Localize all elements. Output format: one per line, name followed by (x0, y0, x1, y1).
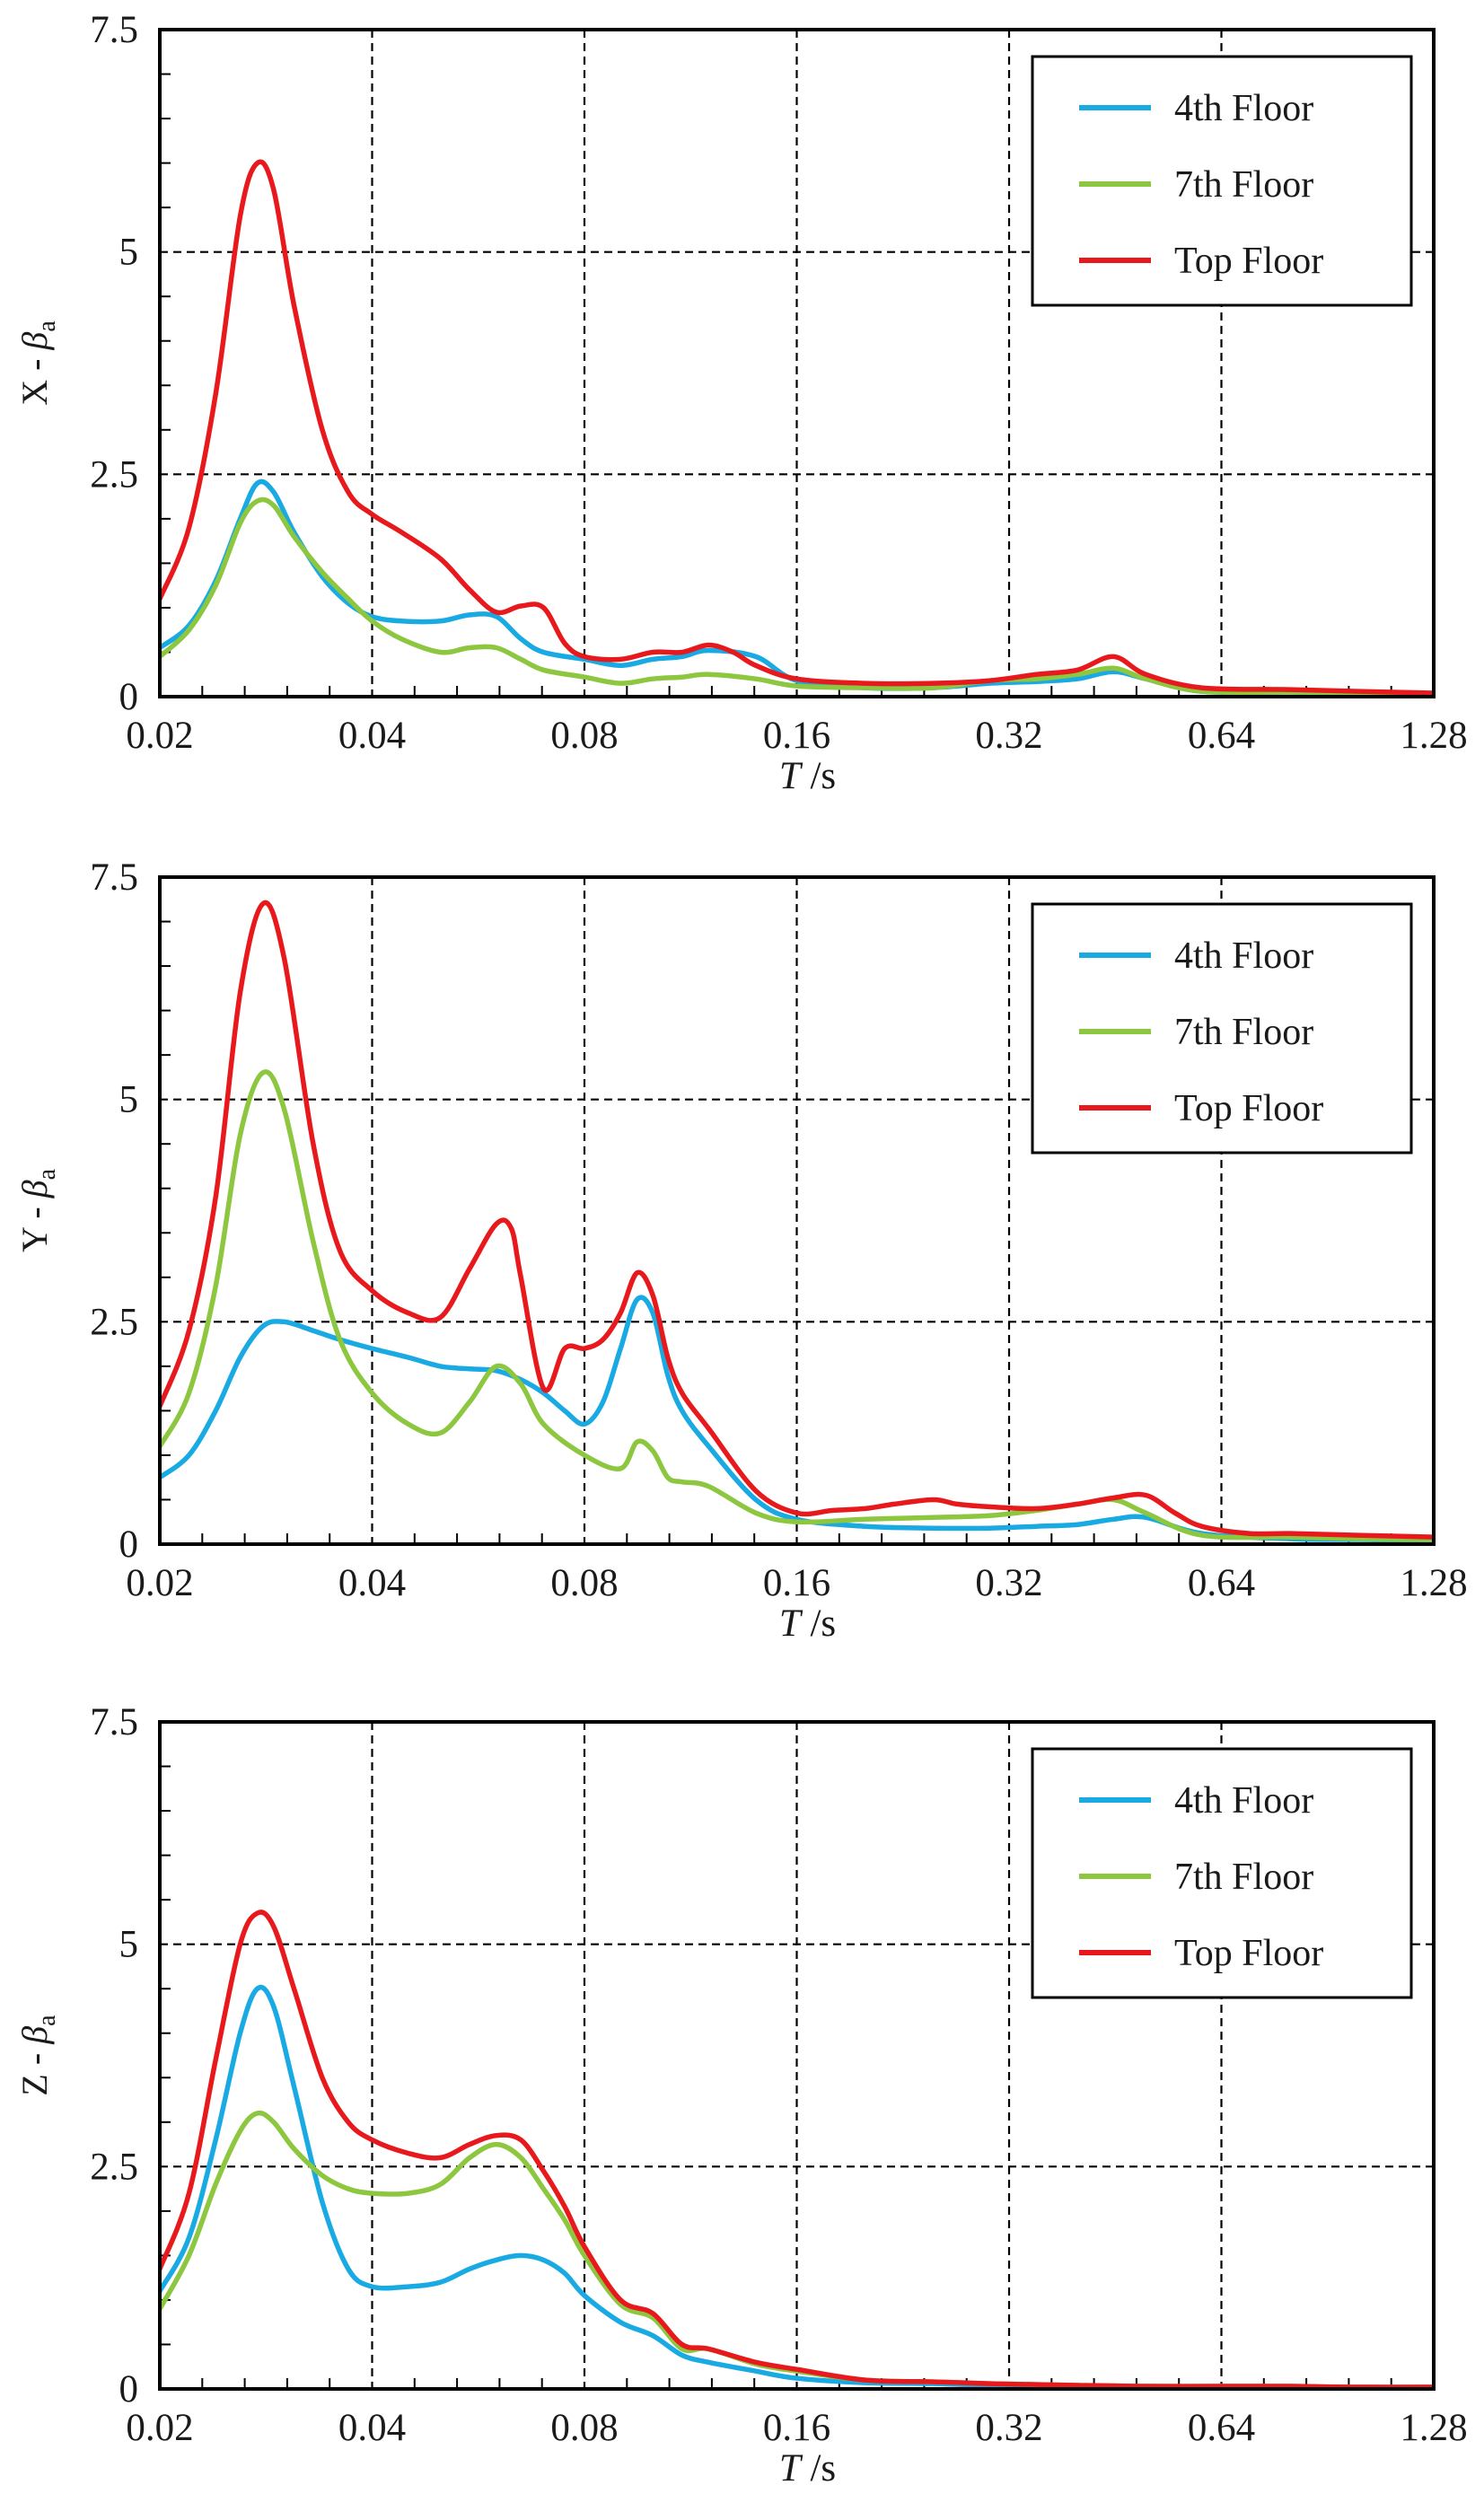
x-tick-label: 1.28 (1400, 2407, 1467, 2449)
x-tick-label: 0.64 (1188, 2407, 1255, 2449)
series-line-7th-floor (160, 496, 1434, 697)
x-tick-label: 0.02 (126, 1562, 193, 1604)
series-group (160, 900, 1434, 1543)
x-tick-label: 0.08 (550, 715, 618, 757)
y-tick-label: 7.5 (90, 9, 138, 51)
x-tick-label: 0.16 (763, 1562, 830, 1604)
y-tick-label: 7.5 (90, 856, 138, 899)
x-tick-label: 0.64 (1188, 1562, 1255, 1604)
y-tick-label: 7.5 (90, 1701, 138, 1743)
x-tick-label: 0.32 (975, 715, 1042, 757)
x-tick-label: 1.28 (1400, 715, 1467, 757)
x-tick-label: 1.28 (1400, 1562, 1467, 1604)
x-axis-label: T /s (779, 755, 836, 797)
y-axis-label: X - βa (14, 320, 61, 406)
legend-label: 7th Floor (1174, 1857, 1313, 1898)
series-line-4th-floor (160, 479, 1434, 697)
series-group (160, 159, 1434, 697)
y-tick-label: 2.5 (90, 1301, 138, 1343)
legend: 4th Floor 7th Floor Top Floor (1031, 1747, 1413, 1999)
legend-label: 7th Floor (1174, 1012, 1313, 1053)
chart-panel-bottom: 0.02 0.04 0.08 0.16 0.32 0.64 1.28 0 2.5 5 7.5 T /s… (14, 1701, 1468, 2489)
series-line-top-floor (160, 1910, 1434, 2389)
legend: 4th Floor 7th Floor Top Floor (1031, 55, 1413, 307)
x-tick-label: 0.02 (126, 2407, 193, 2449)
y-tick-label: 5 (119, 1079, 139, 1121)
x-tick-label: 0.04 (338, 715, 406, 757)
legend-label: 4th Floor (1174, 1780, 1313, 1822)
y-tick-label: 2.5 (90, 2146, 138, 2188)
y-tick-label: 5 (119, 232, 139, 274)
x-tick-label: 0.64 (1188, 715, 1255, 757)
legend-box (1031, 55, 1413, 307)
x-tick-label: 0.32 (975, 1562, 1042, 1604)
legend-label: Top Floor (1174, 241, 1323, 282)
chart-panel-middle: 0.02 0.04 0.08 0.16 0.32 0.64 1.28 0 2.5 5 7.5 T /s… (14, 856, 1468, 1645)
y-tick-label: 5 (119, 1924, 139, 1966)
plot-frame (158, 28, 1436, 698)
x-tick-label: 0.08 (550, 2407, 618, 2449)
chart-panel-top: 0.02 0.04 0.08 0.16 0.32 0.64 1.28 0 2.5 5 7.5 T /s… (14, 9, 1468, 797)
series-line-top-floor (160, 159, 1434, 696)
x-tick-label: 0.04 (338, 2407, 406, 2449)
legend-label: Top Floor (1174, 1088, 1323, 1129)
x-tick-label: 0.16 (763, 715, 830, 757)
y-tick-label: 0 (119, 1523, 139, 1566)
legend-box (1031, 1747, 1413, 1999)
x-axis-label: T /s (779, 2447, 836, 2489)
legend-label: 7th Floor (1174, 164, 1313, 206)
y-axis-label: Z - βa (14, 2015, 61, 2096)
y-tick-label: 2.5 (90, 453, 138, 496)
series-line-top-floor (160, 900, 1434, 1540)
x-tick-label: 0.16 (763, 2407, 830, 2449)
legend-label: 4th Floor (1174, 935, 1313, 977)
y-tick-label: 0 (119, 676, 139, 718)
x-tick-label: 0.02 (126, 715, 193, 757)
series-group (160, 1910, 1434, 2389)
y-tick-label: 0 (119, 2368, 139, 2410)
y-axis-label: Y - βa (14, 1168, 61, 1252)
plot-frame (158, 1720, 1436, 2391)
series-line-4th-floor (160, 1295, 1434, 1543)
x-tick-label: 0.08 (550, 1562, 618, 1604)
legend-box (1031, 902, 1413, 1155)
plot-frame (158, 875, 1436, 1546)
x-tick-label: 0.32 (975, 2407, 1042, 2449)
x-axis-label: T /s (779, 1602, 836, 1645)
x-tick-label: 0.04 (338, 1562, 406, 1604)
legend-label: 4th Floor (1174, 88, 1313, 129)
legend-label: Top Floor (1174, 1933, 1323, 1974)
legend: 4th Floor 7th Floor Top Floor (1031, 902, 1413, 1155)
